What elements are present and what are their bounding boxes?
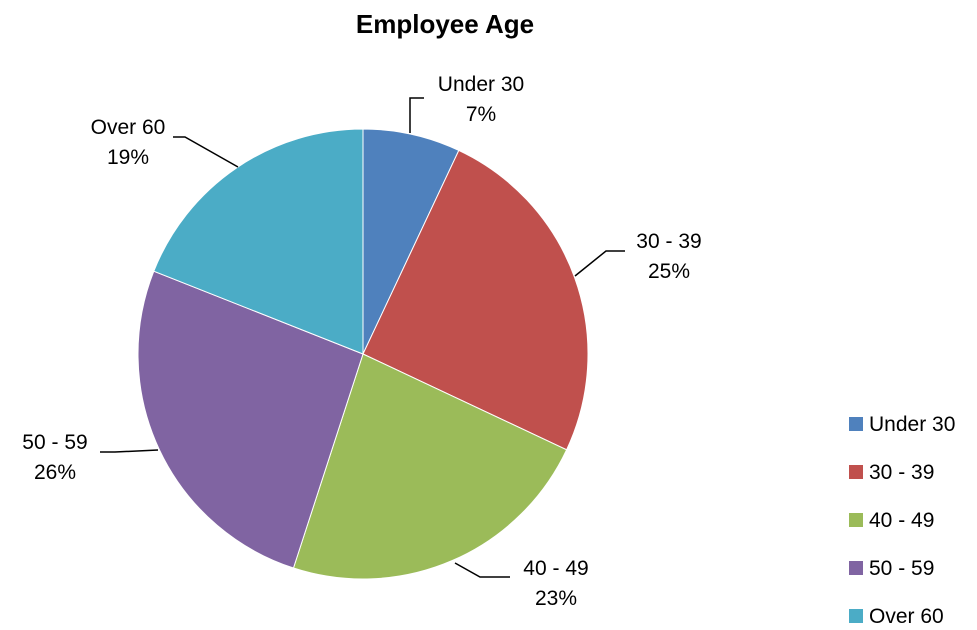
- data-label-percent: 23%: [535, 587, 577, 610]
- data-label-percent: 7%: [466, 103, 496, 126]
- pie-slice-30-39: [362, 149, 589, 451]
- legend-swatch-50-59: [849, 561, 863, 575]
- leader-line-50-59: [100, 449, 159, 453]
- leader-lines: [100, 97, 625, 578]
- data-label-category: 50 - 59: [22, 431, 87, 454]
- leader-line-under-30: [409, 97, 424, 133]
- pie-slice-over-60: [153, 128, 364, 355]
- pie-slice-40-49: [292, 353, 568, 580]
- data-label-category: 30 - 39: [636, 230, 701, 253]
- legend-label: Over 60: [869, 605, 944, 628]
- legend-swatch-over-60: [849, 609, 863, 623]
- legend-swatch-40-49: [849, 513, 863, 527]
- legend-label: 40 - 49: [869, 509, 934, 532]
- legend: Under 30 30 - 39 40 - 49 50 - 59 Over 60: [849, 413, 955, 628]
- leader-line-40-49: [454, 562, 510, 578]
- legend-label: 30 - 39: [869, 461, 934, 484]
- legend-label: Under 30: [869, 413, 955, 436]
- pie-slice-50-59: [137, 270, 364, 569]
- leader-line-30-39: [574, 250, 625, 277]
- data-label-category: 40 - 49: [523, 557, 588, 580]
- data-label-category: Under 30: [438, 73, 524, 96]
- leader-line-over-60: [173, 136, 239, 168]
- legend-swatch-under-30: [849, 417, 863, 431]
- legend-label: 50 - 59: [869, 557, 934, 580]
- data-label-percent: 26%: [34, 461, 76, 484]
- pie-slices: [137, 128, 589, 580]
- legend-swatch-30-39: [849, 465, 863, 479]
- data-label-category: Over 60: [91, 116, 166, 139]
- data-label-percent: 19%: [107, 146, 149, 169]
- data-labels: Under 30 7% 30 - 39 25% 40 - 49 23% 50 - 59 26%…: [22, 73, 701, 610]
- chart-title: Employee Age: [356, 9, 534, 39]
- data-label-percent: 25%: [648, 260, 690, 283]
